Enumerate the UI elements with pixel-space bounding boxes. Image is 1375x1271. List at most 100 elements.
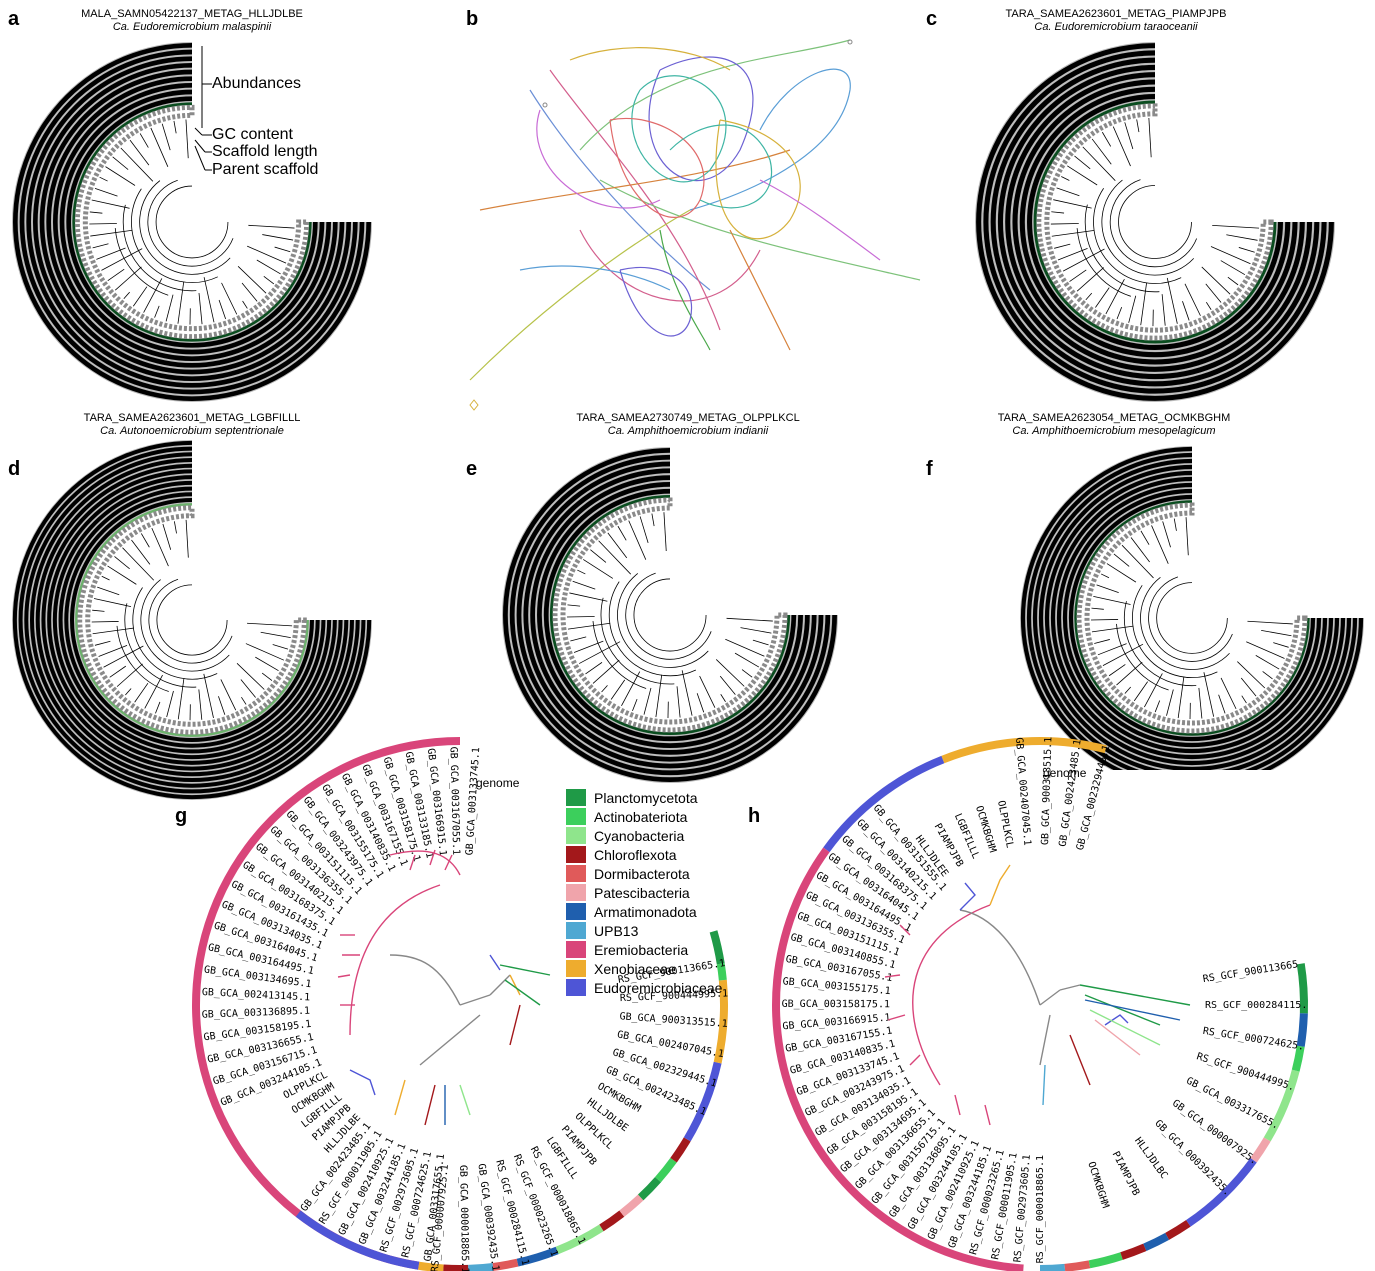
panel-f-title: TARA_SAMEA2623054_METAG_OCMKBGHM Ca. Amp…	[934, 412, 1294, 438]
legend-label: Planctomycetota	[594, 789, 698, 806]
clade-ring-segment	[443, 1264, 469, 1271]
panel-label-b: b	[466, 8, 479, 30]
assembly-graph-b	[469, 39, 921, 411]
tip-label: GB_GCA_003158175.1	[782, 999, 890, 1010]
tree-branch-group	[394, 974, 521, 1116]
clade-ring-segment	[941, 737, 1107, 764]
legend-label: Eremiobacteria	[594, 941, 689, 958]
legend-label: Dormibacterota	[594, 865, 690, 882]
panel-label-e: e	[466, 458, 478, 480]
panel-f-organism: Ca. Amphithoemicrobium mesopelagicum	[1012, 425, 1216, 437]
tree-branch-group	[424, 1004, 521, 1126]
legend-label: Eudoremicrobiaceae	[594, 979, 723, 996]
tree-branch-group	[959, 882, 1129, 1026]
panel-label-d: d	[8, 458, 21, 480]
annotation-gc-content: GC content	[212, 126, 293, 143]
panel-label-c: c	[926, 8, 938, 30]
phylo-tree-h: GB_GCA_003151555.1GB_GCA_003140215.1GB_G…	[772, 737, 1308, 1271]
tip-label: RS_GCF_000724625.	[1202, 1026, 1305, 1053]
tip-label: GB_GCA_003133745.1	[464, 747, 482, 856]
tree-branch-group	[1069, 1034, 1091, 1086]
tip-label: RS_GCF_000018865.1	[1035, 1155, 1046, 1263]
clade-ring-segment	[619, 1194, 644, 1217]
clade-ring-segment	[295, 1210, 420, 1270]
panel-f-sample: TARA_SAMEA2623054_METAG_OCMKBGHM	[997, 412, 1231, 424]
abundance-ring	[1012, 79, 1298, 365]
legend-label: Chloroflexota	[594, 846, 677, 863]
legend-item: Planctomycetota	[566, 788, 722, 807]
clade-ring-segment	[1250, 1137, 1271, 1163]
legend-item: Chloroflexota	[566, 845, 722, 864]
legend-swatch	[566, 865, 586, 882]
tip-label: GB_GCA_000392435.1	[475, 1163, 500, 1271]
legend-swatch	[566, 960, 586, 977]
annotation-lines-a	[194, 46, 212, 171]
clade-ring-segment	[492, 1258, 519, 1271]
clade-ring-segment	[1263, 1069, 1300, 1142]
clade-ring-segment	[713, 979, 729, 1064]
scaffold-dendrogram	[1050, 117, 1260, 327]
tree-branch-group	[989, 864, 1011, 906]
clade-ring-segment	[516, 1246, 559, 1267]
gc-content-ring	[1074, 500, 1310, 736]
genome-label-g: genome	[476, 776, 520, 790]
tree-branch-group	[337, 849, 461, 1036]
scaffold-dendrogram	[1091, 517, 1293, 719]
tip-label: GB_GCA_900313515.1	[619, 1011, 728, 1030]
abundance-ring	[1019, 86, 1291, 358]
tree-branch-group	[349, 954, 501, 1096]
clade-ring-segment	[468, 1262, 494, 1271]
legend-swatch	[566, 979, 586, 996]
clade-ring-segment	[555, 1224, 604, 1255]
legend-item: Dormibacterota	[566, 864, 722, 883]
scaffold-length-ring	[1076, 502, 1308, 734]
legend-swatch	[566, 884, 586, 901]
legend-item: Eudoremicrobiaceae	[566, 978, 722, 997]
tip-label: GB_GCA_003167055.1	[448, 747, 462, 856]
tip-label: PIAMPJPB	[1110, 1150, 1142, 1198]
panel-c-organism: Ca. Eudoremicrobium taraoceanii	[1034, 21, 1198, 33]
tree-branch-group	[1079, 984, 1191, 1026]
phylo-tree-g: GB_GCA_003133745.1GB_GCA_003167055.1 GB_G…	[191, 737, 729, 1271]
panel-d-title: TARA_SAMEA2623601_METAG_LGBFILLL Ca. Aut…	[12, 412, 372, 438]
scaffold-dendrogram	[89, 119, 295, 325]
tip-label: GB_GCA_003136895.1	[202, 1006, 311, 1021]
scaffold-length-ring	[74, 104, 310, 340]
tip-label: OCMKBGHM	[1085, 1160, 1110, 1209]
panel-c-sample: TARA_SAMEA2623601_METAG_PIAMPJPB	[1005, 8, 1227, 20]
legend-label: UPB13	[594, 922, 639, 939]
legend-swatch	[566, 789, 586, 806]
taxonomy-legend: Planctomycetota Actinobateriota Cyanobacte…	[566, 788, 722, 997]
circos-plot-f	[1020, 446, 1364, 770]
panel-d-organism: Ca. Autonoemicrobium septentrionale	[100, 425, 284, 437]
genome-label-h: genome	[1043, 766, 1087, 780]
clade-ring-segment	[683, 1061, 722, 1142]
legend-label: Cyanobacteria	[594, 827, 685, 844]
legend-swatch	[566, 846, 586, 863]
panel-a-title: MALA_SAMN05422137_METAG_HLLJDLBE Ca. Eud…	[12, 8, 372, 34]
clade-ring-segment	[1296, 963, 1308, 1014]
legend-label: Xenobiaceae	[594, 960, 676, 977]
clade-ring-segment	[1291, 1045, 1305, 1072]
tip-label: GB_GCA_900313515.1	[1040, 737, 1054, 846]
circos-plot-e	[502, 447, 838, 783]
tree-branch-group	[884, 904, 991, 1126]
legend-item: Actinobateriota	[566, 807, 722, 826]
panel-e-title: TARA_SAMEA2730749_METAG_OLPPLKCL Ca. Amp…	[508, 412, 868, 438]
panel-e-sample: TARA_SAMEA2730749_METAG_OLPPLKCL	[576, 412, 800, 424]
scaffold-dendrogram	[91, 519, 293, 721]
clade-ring-segment	[1143, 1232, 1170, 1251]
panel-d-sample: TARA_SAMEA2623601_METAG_LGBFILLL	[83, 412, 301, 424]
annotation-scaffold-length: Scaffold length	[212, 143, 318, 160]
clade-ring-segment	[1296, 1013, 1308, 1047]
clade-ring-segment	[637, 1176, 662, 1201]
legend-item: Armatimonadota	[566, 902, 722, 921]
tree-branch-group	[959, 909, 1081, 1066]
clade-ring-segment	[823, 755, 945, 853]
tree-branch-group	[1084, 999, 1181, 1021]
annotation-abundances: Abundances	[212, 75, 301, 92]
clade-ring-segment	[1088, 1252, 1123, 1269]
clade-ring-segment	[709, 930, 725, 965]
panel-label-f: f	[926, 458, 933, 480]
legend-item: Xenobiaceae	[566, 959, 722, 978]
